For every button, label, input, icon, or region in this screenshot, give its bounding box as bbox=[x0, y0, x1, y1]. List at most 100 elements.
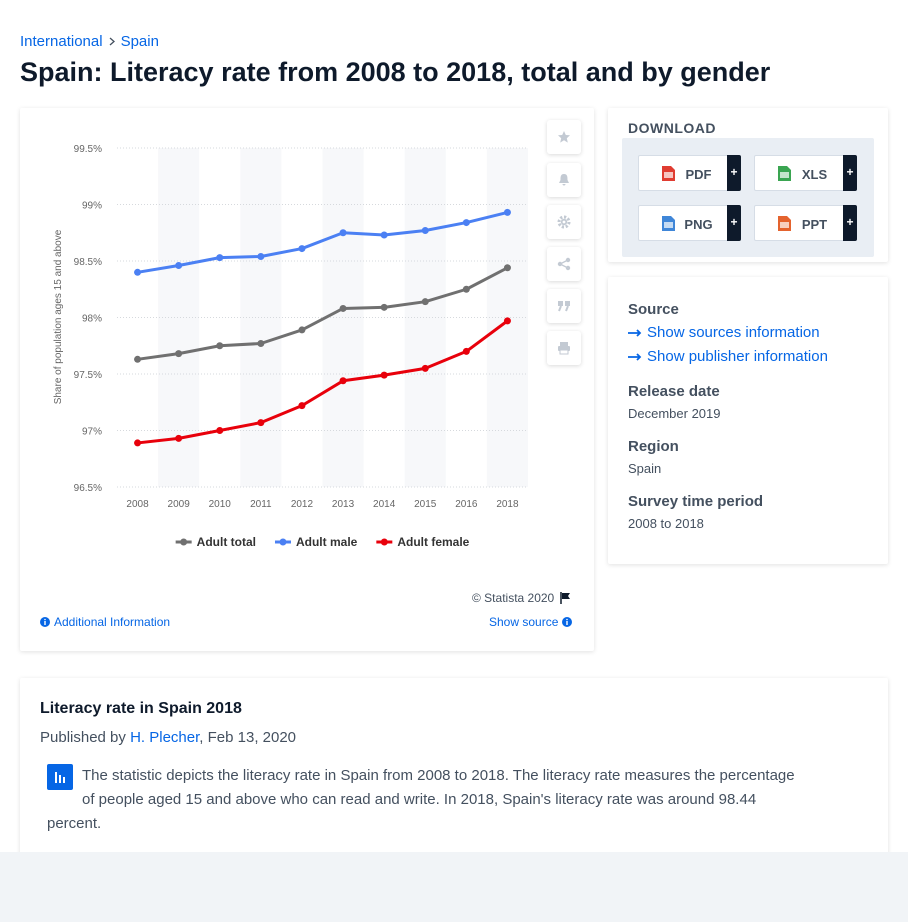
published-date: , Feb 13, 2020 bbox=[199, 729, 297, 746]
publisher-link-text: Show publisher information bbox=[647, 348, 828, 365]
y-tick-label: 99.5% bbox=[74, 144, 102, 155]
published-prefix: Published by bbox=[40, 729, 126, 746]
download-button[interactable]: PPT + bbox=[754, 205, 857, 241]
data-point bbox=[462, 219, 470, 227]
y-tick-label: 96.5% bbox=[74, 483, 102, 494]
data-point bbox=[421, 364, 429, 372]
data-point bbox=[380, 231, 388, 239]
legend-swatch-dot bbox=[180, 538, 188, 546]
file-icon bbox=[778, 166, 791, 181]
download-label: PDF bbox=[685, 167, 712, 182]
series-line bbox=[137, 266, 509, 361]
legend-swatch-dot bbox=[380, 538, 388, 546]
data-point bbox=[339, 304, 347, 312]
data-point bbox=[380, 371, 388, 379]
file-icon bbox=[778, 216, 791, 231]
download-plus: + bbox=[727, 205, 741, 241]
meta-value: 2008 to 2018 bbox=[628, 516, 704, 531]
series-line bbox=[137, 319, 509, 445]
flag-icon bbox=[560, 592, 571, 604]
print-button[interactable] bbox=[547, 331, 581, 365]
meta-value: December 2019 bbox=[628, 406, 721, 421]
x-tick-label: 2010 bbox=[209, 499, 232, 510]
meta-label: Survey time period bbox=[628, 493, 764, 510]
cite-button[interactable] bbox=[547, 289, 581, 323]
download-button[interactable]: XLS + bbox=[754, 155, 857, 191]
column-band bbox=[404, 148, 446, 487]
data-point bbox=[339, 377, 347, 385]
data-point bbox=[298, 245, 306, 253]
x-tick-label: 2016 bbox=[455, 499, 478, 510]
column-band bbox=[322, 148, 364, 487]
article-heading: Literacy rate in Spain 2018 bbox=[40, 700, 242, 717]
download-panel: PDF + XLS + PNG + PPT + bbox=[622, 138, 874, 257]
x-tick-label: 2008 bbox=[126, 499, 149, 510]
meta-card: Source Show sources information Show pub… bbox=[608, 277, 888, 564]
breadcrumb: International Spain bbox=[20, 33, 159, 50]
chevron bbox=[109, 37, 115, 46]
column-band bbox=[240, 148, 282, 487]
y-tick-label: 99% bbox=[82, 201, 102, 212]
source-link[interactable]: Show sources information bbox=[628, 324, 820, 341]
y-tick-label: 98% bbox=[82, 314, 102, 325]
data-point bbox=[339, 229, 347, 237]
x-tick-label: 2013 bbox=[332, 499, 355, 510]
data-point bbox=[257, 339, 265, 347]
credit-text: © Statista 2020 bbox=[472, 591, 555, 605]
download-plus: + bbox=[727, 155, 741, 191]
x-tick-label: 2012 bbox=[291, 499, 314, 510]
share-button[interactable] bbox=[547, 247, 581, 281]
x-tick-label: 2014 bbox=[373, 499, 396, 510]
data-point bbox=[503, 208, 511, 216]
notify-button[interactable] bbox=[547, 163, 581, 197]
data-point bbox=[503, 264, 511, 272]
meta-value: Spain bbox=[628, 461, 662, 476]
legend-label: Adult total bbox=[197, 535, 256, 549]
breadcrumb-link[interactable]: Spain bbox=[120, 33, 159, 50]
chart-card: Share of population ages 15 and above 96… bbox=[20, 108, 594, 651]
download-button[interactable]: PNG + bbox=[638, 205, 741, 241]
legend: Adult total Adult male Adult female bbox=[175, 535, 470, 549]
download-plus: + bbox=[843, 205, 857, 241]
x-tick-label: 2015 bbox=[414, 499, 437, 510]
data-point bbox=[134, 355, 142, 363]
data-point bbox=[462, 347, 470, 355]
data-point bbox=[503, 317, 511, 325]
show-source-link[interactable]: Show source bbox=[489, 615, 573, 629]
download-button[interactable]: PDF + bbox=[638, 155, 741, 191]
legend-swatch-dot bbox=[279, 538, 287, 546]
settings-button[interactable] bbox=[547, 205, 581, 239]
chart-icon bbox=[47, 764, 73, 790]
download-title: DOWNLOAD bbox=[628, 120, 716, 136]
download-label: PNG bbox=[684, 217, 713, 232]
x-tick-label: 2018 bbox=[496, 499, 519, 510]
y-axis-label: Share of population ages 15 and above bbox=[53, 229, 64, 404]
description-text: The statistic depicts the literacy rate … bbox=[47, 767, 795, 832]
download-plus: + bbox=[843, 155, 857, 191]
y-tick-label: 98.5% bbox=[74, 257, 102, 268]
favorite-button[interactable] bbox=[547, 120, 581, 154]
additional-info-text: Additional Information bbox=[54, 615, 171, 629]
data-point bbox=[216, 342, 224, 350]
data-point bbox=[421, 298, 429, 306]
description: The statistic depicts the literacy rate … bbox=[47, 764, 797, 836]
x-tick-label: 2011 bbox=[250, 499, 272, 510]
download-label: PPT bbox=[801, 217, 828, 232]
additional-info-link[interactable]: Additional Information bbox=[40, 615, 170, 629]
data-point bbox=[257, 419, 265, 427]
author-link[interactable]: H. Plecher bbox=[130, 729, 200, 746]
data-point bbox=[175, 434, 183, 442]
footer bbox=[0, 852, 908, 922]
article-card: Literacy rate in Spain 2018 Published by… bbox=[20, 678, 888, 878]
data-point bbox=[298, 402, 306, 410]
source-heading: Source bbox=[628, 301, 679, 318]
data-point bbox=[175, 350, 183, 358]
publisher-link[interactable]: Show publisher information bbox=[628, 348, 828, 365]
data-point bbox=[298, 326, 306, 334]
meta-label: Region bbox=[628, 438, 679, 455]
breadcrumb-link[interactable]: International bbox=[20, 33, 103, 50]
page-title: Spain: Literacy rate from 2008 to 2018, … bbox=[20, 57, 771, 87]
x-tick-label: 2009 bbox=[168, 499, 191, 510]
source-link-text: Show sources information bbox=[647, 324, 820, 341]
